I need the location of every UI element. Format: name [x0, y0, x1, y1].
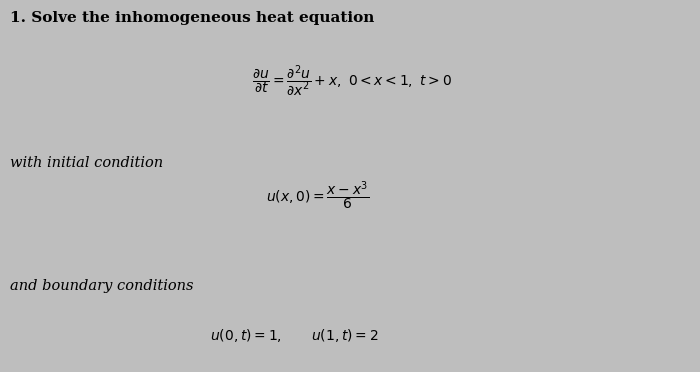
Text: $u(0, t) = 1, \qquad u(1, t) = 2$: $u(0, t) = 1, \qquad u(1, t) = 2$: [210, 327, 379, 344]
Text: 1. Solve the inhomogeneous heat equation: 1. Solve the inhomogeneous heat equation: [10, 11, 375, 25]
Text: $\dfrac{\partial u}{\partial t} = \dfrac{\partial^2 u}{\partial x^2} + x,\ 0 < x: $\dfrac{\partial u}{\partial t} = \dfrac…: [252, 63, 452, 99]
Text: and boundary conditions: and boundary conditions: [10, 279, 194, 293]
Text: $u(x, 0) = \dfrac{x - x^3}{6}$: $u(x, 0) = \dfrac{x - x^3}{6}$: [266, 179, 370, 212]
Text: with initial condition: with initial condition: [10, 156, 164, 170]
